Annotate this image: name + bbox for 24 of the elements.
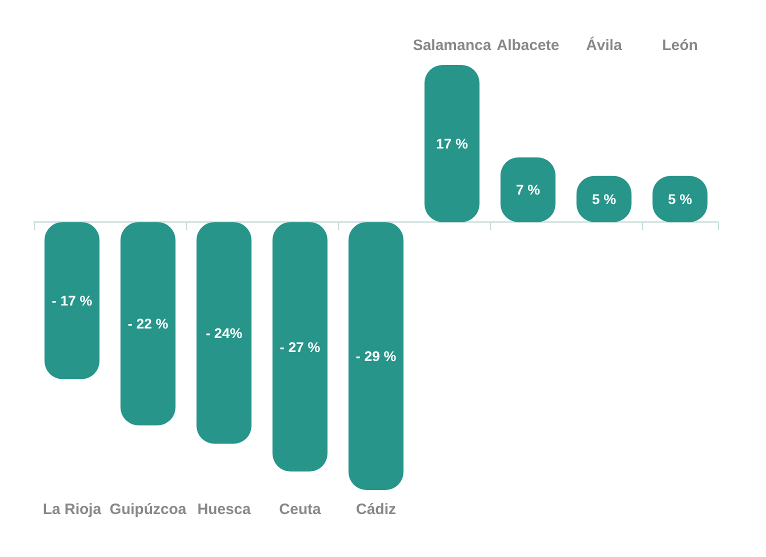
data-label: 5 % [668,190,693,207]
x-tick-label: Albacete [496,37,560,54]
x-tick-label: Guipúzcoa [110,501,187,518]
data-label: - 29 % [356,348,397,364]
x-tick-label: León [662,37,698,54]
x-tick-label: Ávila [586,36,623,54]
x-tick-label: Ceuta [279,501,322,518]
x-tick-label: Huesca [197,501,252,518]
data-label: 5 % [592,190,617,207]
x-tick-label: La Rioja [42,501,102,518]
bar [348,222,404,490]
bar [44,222,100,380]
x-tick-label: Salamanca [412,37,492,54]
data-label: 7 % [516,182,541,198]
x-tick-label: Cádiz [356,501,396,518]
data-label: - 27 % [280,338,321,355]
data-label: - 24% [206,324,243,341]
bar [196,222,252,444]
data-label: - 17 % [52,292,93,309]
bar [272,222,328,472]
bar [120,222,176,426]
data-label: - 22 % [128,316,169,332]
bar [424,65,480,222]
data-label: 17 % [436,136,468,152]
